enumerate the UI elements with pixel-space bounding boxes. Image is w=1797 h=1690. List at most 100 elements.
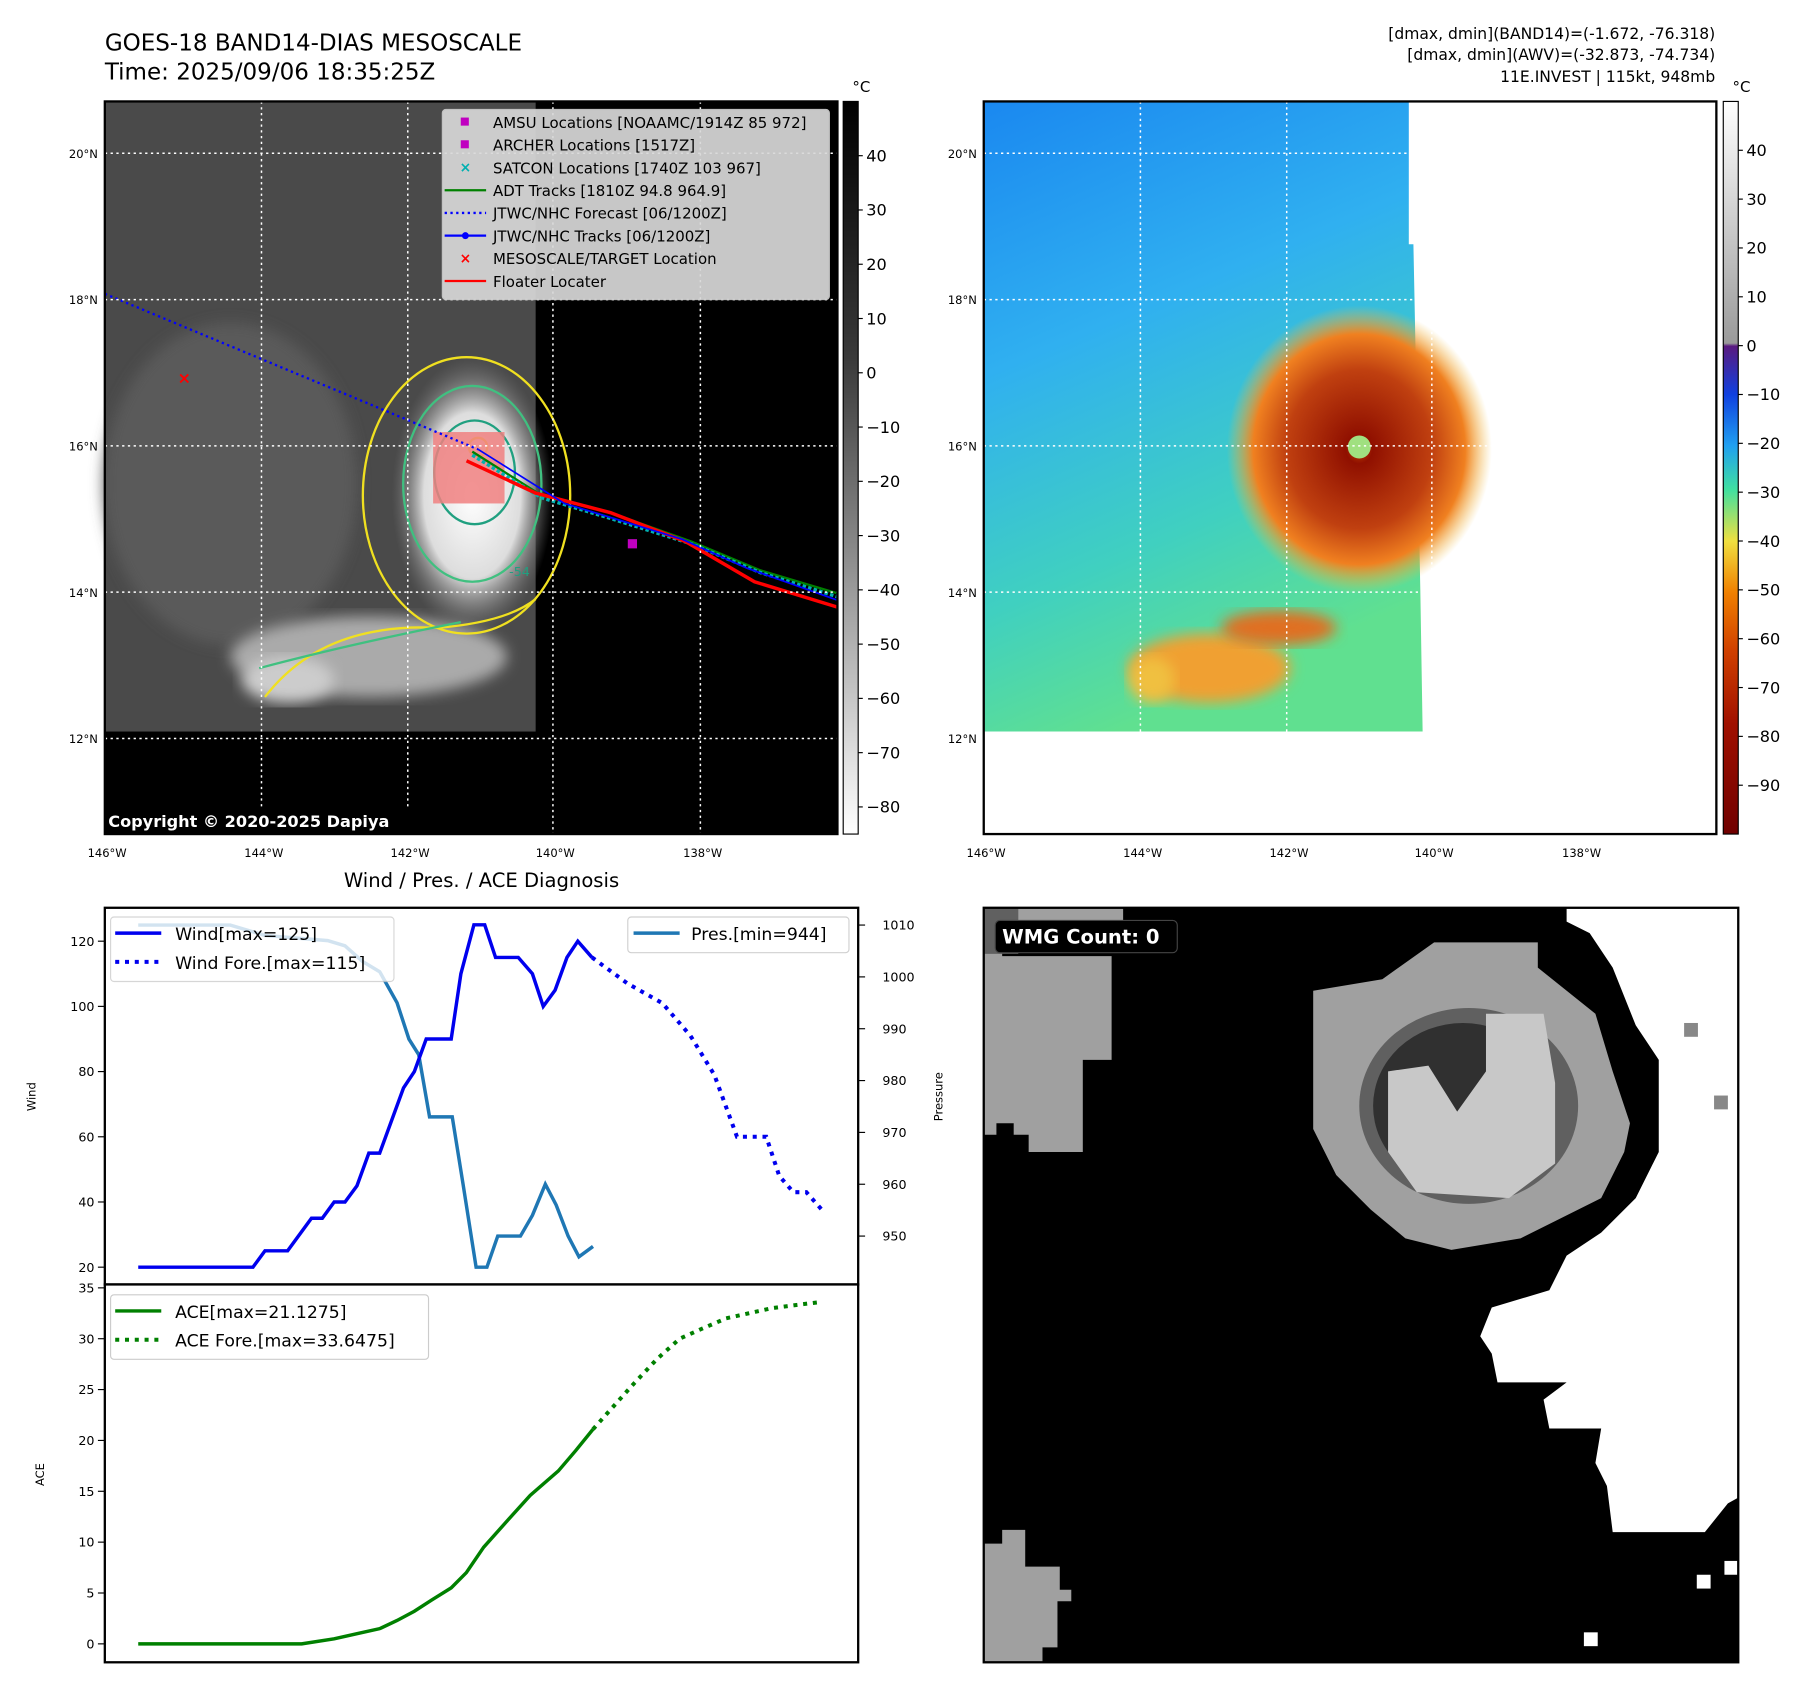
contour-label: -54 (509, 564, 530, 579)
chart-legend (110, 1294, 430, 1360)
y2-tick-label: 980 (882, 1073, 906, 1088)
colorbar-tick-label: 10 (866, 309, 887, 328)
lat-label: 14°N (948, 586, 977, 600)
colorbar-tick-label: −20 (1746, 434, 1780, 453)
chart-legend (627, 916, 850, 954)
colorbar-tick-label: 0 (1746, 336, 1756, 355)
colorbar-unit: °C (852, 78, 870, 96)
colorbar-tick-label: −10 (866, 418, 900, 437)
jtwc-track (477, 448, 838, 602)
colorbar-tick-label: −60 (1746, 629, 1780, 648)
colorbar-tick-label: 40 (866, 146, 887, 165)
y-tick-label: 60 (78, 1129, 94, 1144)
map-gridlines (982, 101, 1717, 835)
figure-title: GOES-18 BAND14-DIAS MESOSCALE (105, 31, 522, 57)
y-tick-label: 5 (86, 1586, 94, 1601)
y-tick-label: 100 (70, 999, 94, 1014)
colorbar-unit: °C (1732, 78, 1750, 96)
awv-map-axes: 20°N 18°N 16°N 14°N 12°N 146°W 144°W 142°W 140°W… (948, 147, 1601, 860)
colorbar-tick-label: −10 (1746, 385, 1780, 404)
info-awv: [dmax, dmin](AWV)=(-32.873, -74.734) (1407, 46, 1715, 64)
legend-label: AMSU Locations [NOAAMC/1914Z 85 972] (493, 114, 806, 132)
lon-label: 140°W (536, 846, 575, 860)
lat-label: 16°N (69, 439, 98, 453)
ace-chart: 0 5 10 15 20 25 30 35 ACE ACE[max=21.1275] ACE For… (33, 1280, 860, 1664)
lon-label: 142°W (391, 846, 430, 860)
legend-label: ACE[max=21.1275] (175, 1303, 346, 1323)
legend-label: JTWC/NHC Forecast [06/1200Z] (492, 205, 727, 223)
lon-label: 146°W (88, 846, 127, 860)
lat-label: 20°N (69, 147, 98, 161)
legend-x-icon: × (460, 160, 472, 176)
y-tick-label: 20 (78, 1433, 94, 1448)
info-band14: [dmax, dmin](BAND14)=(-1.672, -76.318) (1388, 25, 1715, 43)
y-tick-label: 25 (78, 1382, 94, 1397)
lon-label: 144°W (1123, 846, 1162, 860)
colorbar-tick-label: −50 (866, 635, 900, 654)
series-line (590, 955, 826, 1214)
colorbar-tick-label: −30 (1746, 483, 1780, 502)
colorbar-tick-label: −50 (1746, 581, 1780, 600)
lon-label: 138°W (1562, 846, 1601, 860)
y2-axis-label: Pressure (931, 1072, 945, 1121)
wmg-count-label: WMG Count: 0 (1002, 925, 1159, 948)
forecast-track (104, 292, 479, 451)
info-storm: 11E.INVEST | 115kt, 948mb (1500, 68, 1715, 86)
colorbar-tick-label: −40 (866, 581, 900, 600)
y2-tick-label: 960 (882, 1177, 906, 1192)
legend-square-icon (460, 140, 469, 149)
colorbar-tick-label: −20 (866, 472, 900, 491)
y-axis-label: ACE (33, 1463, 47, 1486)
legend-label: Pres.[min=944] (691, 925, 826, 945)
figure-time: Time: 2025/09/06 18:35:25Z (104, 60, 436, 86)
series-line (591, 1300, 821, 1431)
colorbar-tick-label: −70 (1746, 678, 1780, 697)
y2-tick-label: 990 (882, 1021, 906, 1036)
chart-title: Wind / Pres. / ACE Diagnosis (344, 869, 619, 892)
legend-label: Floater Locater (493, 273, 607, 291)
y-tick-label: 30 (78, 1331, 94, 1346)
colorbar-tick-label: −60 (866, 689, 900, 708)
chart-legend (110, 916, 395, 983)
awv-colorbar: °C 40 30 20 10 0 −10 −20 −30 −40 −50 −60 −70 −80 −90 (1722, 78, 1780, 835)
lon-label: 142°W (1269, 846, 1308, 860)
legend-label: Wind[max=125] (175, 925, 317, 945)
legend-label: JTWC/NHC Tracks [06/1200Z] (492, 227, 710, 245)
series-line (138, 1428, 595, 1646)
target-location-marker: × (178, 369, 191, 388)
copyright: Copyright © 2020-2025 Dapiya (108, 812, 389, 831)
legend-label: SATCON Locations [1740Z 103 967] (493, 159, 761, 177)
colorbar-tick-label: −70 (866, 743, 900, 762)
map-legend: AMSU Locations [NOAAMC/1914Z 85 972] ARCH… (441, 108, 830, 301)
lat-label: 16°N (948, 439, 977, 453)
wind-pressure-chart: 20 40 60 80 100 120 950 960 970 980 990 1000 1010 Win… (25, 906, 945, 1286)
lat-label: 18°N (69, 293, 98, 307)
awv-map-panel (982, 100, 1718, 836)
colorbar-tick-label: −80 (1746, 727, 1780, 746)
y2-tick-label: 1010 (882, 918, 914, 933)
legend-x-icon: × (460, 251, 472, 267)
legend-label: Wind Fore.[max=115] (175, 954, 365, 974)
y2-tick-label: 970 (882, 1125, 906, 1140)
y-tick-label: 80 (78, 1064, 94, 1079)
colorbar-tick-label: −40 (1746, 532, 1780, 551)
y-axis-label: Wind (25, 1082, 39, 1111)
ir-map-panel: -54 × AMSU Locations [NOAAMC/1914Z 85 97… (103, 100, 839, 836)
legend-square-icon (460, 117, 469, 126)
wmg-panel: WMG Count: 0 (982, 906, 1740, 1664)
lon-label: 146°W (967, 846, 1006, 860)
y-tick-label: 120 (70, 934, 94, 949)
lat-label: 20°N (948, 147, 977, 161)
ir-map-axes: 20°N 18°N 16°N 14°N 12°N 146°W 144°W 142°W 140°W… (69, 147, 722, 860)
lat-label: 14°N (69, 586, 98, 600)
colorbar-tick-label: 40 (1746, 141, 1767, 160)
colorbar-tick-label: 20 (866, 255, 887, 274)
y-tick-label: 10 (78, 1535, 94, 1550)
y-tick-label: 40 (78, 1195, 94, 1210)
legend-dot-icon (461, 232, 469, 240)
lon-label: 138°W (683, 846, 722, 860)
lat-label: 12°N (69, 732, 98, 746)
y-tick-label: 0 (86, 1636, 94, 1651)
colorbar-tick-label: 20 (1746, 239, 1767, 258)
